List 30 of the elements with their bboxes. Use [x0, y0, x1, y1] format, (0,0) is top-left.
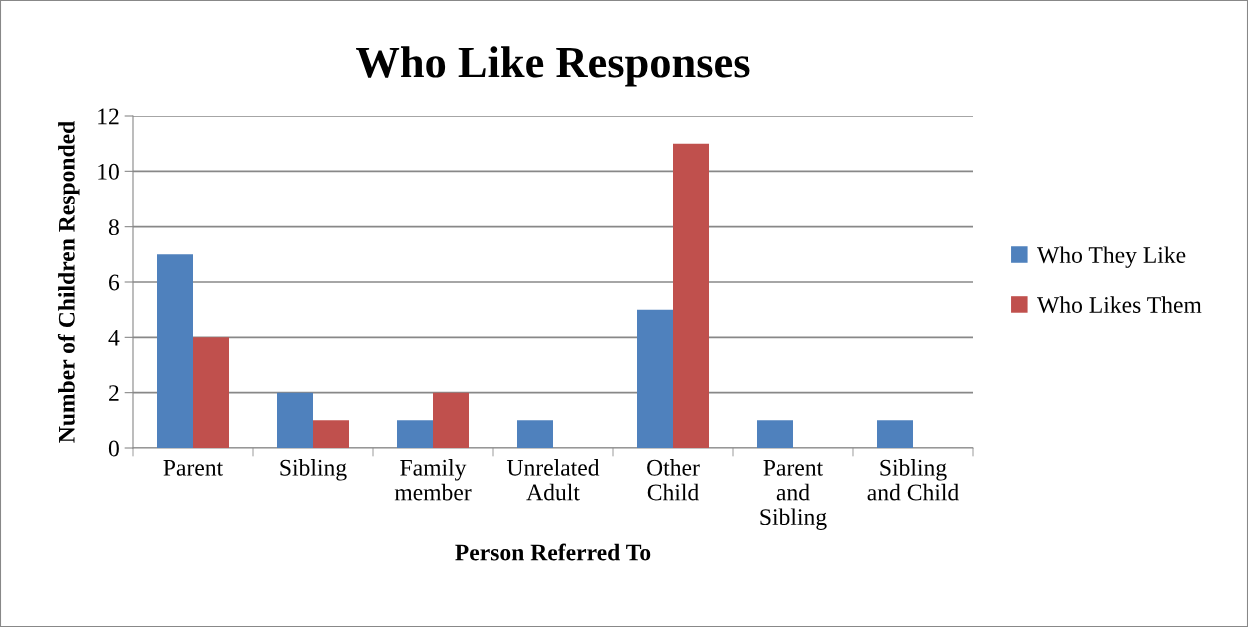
y-tick-label: 8 [108, 219, 119, 236]
bar [637, 309, 673, 448]
x-tick-label: Parent and Sibling [760, 460, 827, 530]
bar [757, 420, 793, 448]
bar [277, 392, 313, 448]
x-tick-label: Sibling [280, 459, 347, 481]
y-tick-label: 6 [109, 274, 120, 291]
y-tick-label: 12 [98, 108, 119, 125]
y-tick-label: 0 [108, 440, 119, 457]
y-tick-label: 10 [98, 163, 119, 180]
chart-title: Who Like Responses [356, 46, 750, 87]
x-tick-label: Parent [163, 460, 224, 476]
x-tick-label: Unrelated Adult [506, 459, 600, 501]
x-axis-title: Person Referred To [455, 543, 651, 561]
legend-label: Who They Like [1037, 246, 1186, 268]
bar [397, 420, 433, 448]
bar [313, 420, 349, 448]
bar [157, 254, 193, 448]
bar [433, 392, 469, 448]
y-tick-label: 2 [109, 385, 119, 401]
x-tick-label: Family member [394, 459, 472, 501]
legend-label: Who Likes Them [1037, 296, 1202, 314]
bar [673, 143, 709, 448]
bar [877, 420, 913, 448]
y-axis-title: Number of Children Responded [57, 120, 80, 443]
bar [193, 337, 229, 448]
y-tick-label: 4 [108, 329, 120, 346]
x-tick-label: Sibling and Child [867, 459, 959, 501]
bar [517, 420, 553, 448]
x-tick-label: Other Child [647, 459, 700, 501]
